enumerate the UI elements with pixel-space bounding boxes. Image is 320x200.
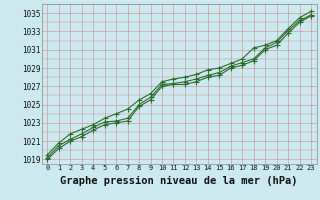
X-axis label: Graphe pression niveau de la mer (hPa): Graphe pression niveau de la mer (hPa) xyxy=(60,176,298,186)
